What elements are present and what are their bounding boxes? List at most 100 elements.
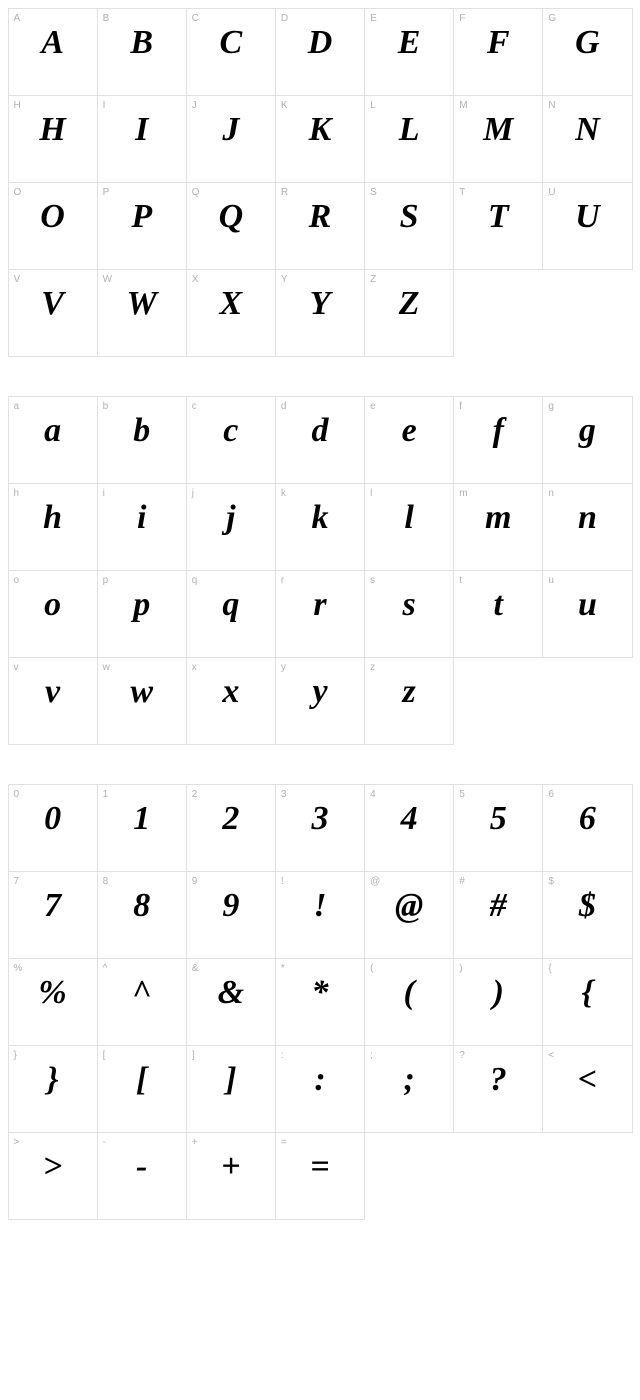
- glyph-cell-glyph: <: [543, 1060, 631, 1100]
- glyph-group-lowercase: aabbccddeeffgghhiijjkkllmmnnooppqqrrsstt…: [8, 396, 632, 744]
- glyph-cell: AA: [8, 8, 98, 96]
- glyph-cell: nn: [542, 483, 632, 571]
- glyph-cell: ss: [364, 570, 454, 658]
- glyph-cell: 44: [364, 784, 454, 872]
- glyph-cell: OO: [8, 182, 98, 270]
- glyph-cell-glyph: G: [543, 23, 631, 63]
- glyph-cell: II: [97, 95, 187, 183]
- glyph-cell-glyph: l: [365, 498, 453, 538]
- glyph-cell: FF: [453, 8, 543, 96]
- glyph-cell-glyph: #: [454, 886, 542, 926]
- glyph-cell-glyph: p: [98, 585, 186, 625]
- glyph-cell: 77: [8, 871, 98, 959]
- glyph-cell: SS: [364, 182, 454, 270]
- glyph-cell: dd: [275, 396, 365, 484]
- glyph-cell-glyph: Z: [365, 284, 453, 324]
- glyph-cell: ]]: [186, 1045, 276, 1133]
- glyph-cell: RR: [275, 182, 365, 270]
- glyph-cell-glyph: *: [276, 973, 364, 1013]
- glyph-cell-glyph: !: [276, 886, 364, 926]
- glyph-cell: ++: [186, 1132, 276, 1220]
- glyph-cell-glyph: r: [276, 585, 364, 625]
- glyph-cell-glyph: 7: [9, 886, 97, 926]
- glyph-cell: **: [275, 958, 365, 1046]
- glyph-cell-glyph: d: [276, 411, 364, 451]
- glyph-cell-glyph: $: [543, 886, 631, 926]
- glyph-cell-glyph: e: [365, 411, 453, 451]
- glyph-cell: ((: [364, 958, 454, 1046]
- glyph-grid: 00112233445566778899!!@@##$$%%^^&&**(())…: [8, 784, 632, 1219]
- glyph-grid: aabbccddeeffgghhiijjkkllmmnnooppqqrrsstt…: [8, 396, 632, 744]
- glyph-cell: ZZ: [364, 269, 454, 357]
- glyph-cell: vv: [8, 657, 98, 745]
- glyph-cell: ff: [453, 396, 543, 484]
- glyph-cell: QQ: [186, 182, 276, 270]
- glyph-cell: --: [97, 1132, 187, 1220]
- glyph-cell-glyph: A: [9, 23, 97, 63]
- glyph-cell-glyph: Q: [187, 197, 275, 237]
- glyph-cell: )): [453, 958, 543, 1046]
- glyph-cell: JJ: [186, 95, 276, 183]
- glyph-cell-glyph: T: [454, 197, 542, 237]
- glyph-cell-glyph: ?: [454, 1060, 542, 1100]
- glyph-cell-glyph: x: [187, 672, 275, 712]
- glyph-cell-glyph: f: [454, 411, 542, 451]
- glyph-cell: mm: [453, 483, 543, 571]
- glyph-cell: BB: [97, 8, 187, 96]
- glyph-cell: XX: [186, 269, 276, 357]
- glyph-cell-glyph: j: [187, 498, 275, 538]
- glyph-cell-glyph: o: [9, 585, 97, 625]
- glyph-cell: ^^: [97, 958, 187, 1046]
- glyph-cell: 66: [542, 784, 632, 872]
- glyph-cell-glyph: -: [98, 1147, 186, 1187]
- glyph-cell-glyph: 8: [98, 886, 186, 926]
- glyph-cell: <<: [542, 1045, 632, 1133]
- glyph-cell: yy: [275, 657, 365, 745]
- glyph-cell: pp: [97, 570, 187, 658]
- glyph-cell-glyph: >: [9, 1147, 97, 1187]
- glyph-cell-glyph: 0: [9, 799, 97, 839]
- glyph-cell-glyph: h: [9, 498, 97, 538]
- glyph-cell: MM: [453, 95, 543, 183]
- glyph-cell-glyph: a: [9, 411, 97, 451]
- glyph-cell-glyph: k: [276, 498, 364, 538]
- glyph-cell-glyph: S: [365, 197, 453, 237]
- glyph-cell-glyph: z: [365, 672, 453, 712]
- glyph-cell: 88: [97, 871, 187, 959]
- glyph-cell: 22: [186, 784, 276, 872]
- glyph-cell-glyph: C: [187, 23, 275, 63]
- glyph-cell: VV: [8, 269, 98, 357]
- glyph-cell: ##: [453, 871, 543, 959]
- glyph-cell: ll: [364, 483, 454, 571]
- glyph-cell: tt: [453, 570, 543, 658]
- glyph-cell-glyph: &: [187, 973, 275, 1013]
- glyph-cell-glyph: {: [543, 973, 631, 1013]
- glyph-cell-glyph: w: [98, 672, 186, 712]
- glyph-cell: GG: [542, 8, 632, 96]
- glyph-cell-glyph: U: [543, 197, 631, 237]
- glyph-cell: !!: [275, 871, 365, 959]
- glyph-cell-glyph: K: [276, 110, 364, 150]
- glyph-group-uppercase: AABBCCDDEEFFGGHHIIJJKKLLMMNNOOPPQQRRSSTT…: [8, 8, 632, 356]
- glyph-cell-glyph: O: [9, 197, 97, 237]
- glyph-cell: @@: [364, 871, 454, 959]
- character-map-container: AABBCCDDEEFFGGHHIIJJKKLLMMNNOOPPQQRRSSTT…: [8, 8, 632, 1219]
- glyph-cell: ::: [275, 1045, 365, 1133]
- glyph-cell: &&: [186, 958, 276, 1046]
- glyph-cell: qq: [186, 570, 276, 658]
- glyph-cell-glyph: E: [365, 23, 453, 63]
- glyph-cell-glyph: 4: [365, 799, 453, 839]
- glyph-cell-glyph: t: [454, 585, 542, 625]
- glyph-cell: gg: [542, 396, 632, 484]
- glyph-cell: hh: [8, 483, 98, 571]
- glyph-cell-glyph: q: [187, 585, 275, 625]
- glyph-cell-glyph: ^: [98, 973, 186, 1013]
- glyph-cell: rr: [275, 570, 365, 658]
- glyph-cell: cc: [186, 396, 276, 484]
- glyph-cell-glyph: =: [276, 1147, 364, 1187]
- glyph-cell: [[: [97, 1045, 187, 1133]
- glyph-cell-glyph: Y: [276, 284, 364, 324]
- glyph-cell-glyph: @: [365, 886, 453, 926]
- glyph-grid: AABBCCDDEEFFGGHHIIJJKKLLMMNNOOPPQQRRSSTT…: [8, 8, 632, 356]
- glyph-cell: 55: [453, 784, 543, 872]
